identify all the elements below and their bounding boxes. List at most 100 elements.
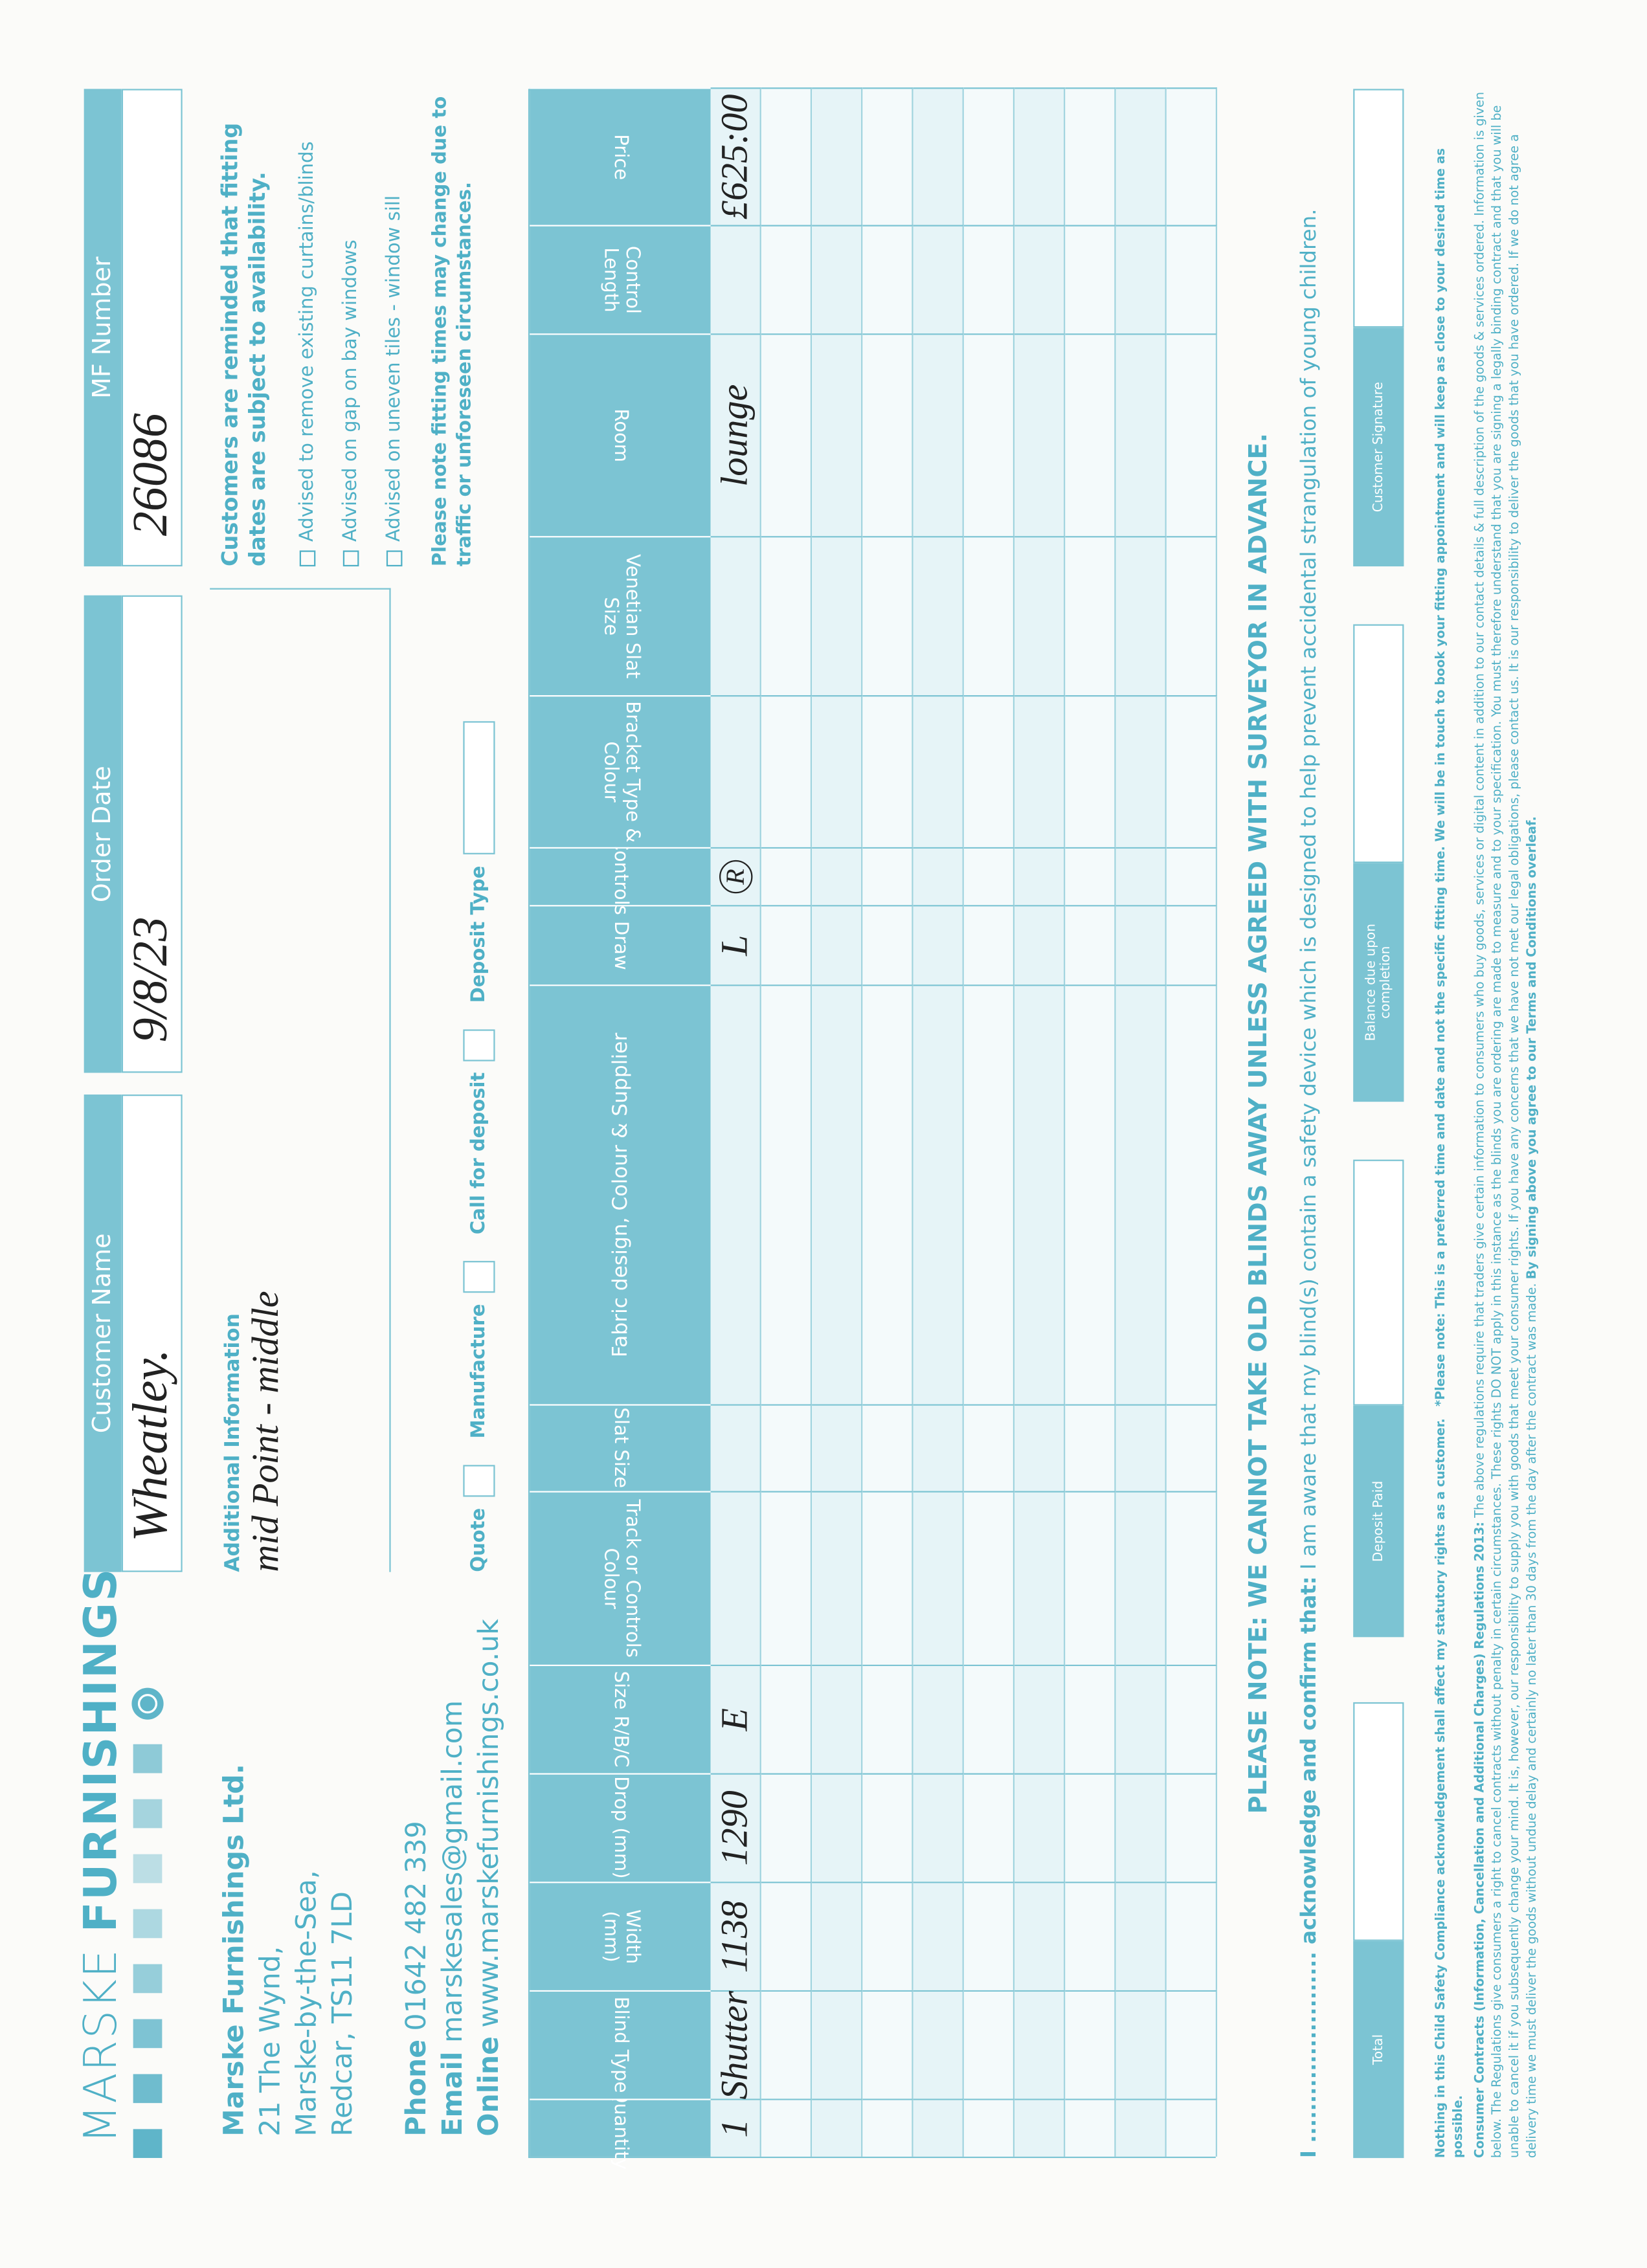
table-cell: lounge xyxy=(710,333,761,537)
table-cell xyxy=(1065,905,1116,985)
table-cell xyxy=(1014,333,1066,537)
field-label: Customer Name xyxy=(84,1095,122,1572)
handwritten-value: R xyxy=(718,860,752,894)
table-cell xyxy=(1065,536,1116,696)
table-cell xyxy=(812,333,863,537)
column-header: Slat Size xyxy=(530,1404,711,1491)
header-text: Width (mm) xyxy=(598,1909,642,1964)
table-cell xyxy=(761,1990,812,2099)
order-table: Quantity Blind Type Width (mm) Drop (mm) Siz… xyxy=(528,87,1218,2169)
field-value: 9/8/23 xyxy=(121,595,183,1073)
table-cell xyxy=(963,847,1015,906)
table-cell xyxy=(1014,905,1066,985)
table-cell xyxy=(1065,984,1116,1405)
table-cell xyxy=(963,1882,1015,1990)
table-cell xyxy=(1014,984,1066,1405)
table-cell xyxy=(761,87,812,225)
table-cell xyxy=(1166,225,1218,334)
table-cell xyxy=(963,333,1015,537)
table-cell xyxy=(1065,1664,1116,1773)
table-cell xyxy=(761,905,812,985)
table-cell xyxy=(1115,984,1167,1405)
table-cell xyxy=(862,2098,913,2157)
table-cell xyxy=(812,1773,863,1882)
table-cell xyxy=(1065,1404,1116,1491)
table-cell xyxy=(1166,536,1218,696)
company-name: Marske Furnishings Ltd. xyxy=(218,1764,251,2137)
handwritten-value: 1290 xyxy=(713,1790,756,1866)
table-cell xyxy=(963,1404,1015,1491)
table-cell xyxy=(963,1990,1015,2099)
handwritten-value: lounge xyxy=(713,384,756,487)
table-cell xyxy=(862,1773,913,1882)
table-cell xyxy=(812,847,863,906)
box-field xyxy=(1353,89,1404,328)
checkbox xyxy=(299,550,316,567)
handwritten-value: Shutter xyxy=(713,1990,756,2100)
table-cell xyxy=(913,1773,964,1882)
table-cell xyxy=(710,695,761,847)
table-cell xyxy=(1014,225,1066,334)
table-cell xyxy=(761,536,812,696)
header-text: Fabric design, Colour & Supplier xyxy=(609,1032,632,1358)
field-value: Wheatley. xyxy=(121,1095,183,1572)
table-cell xyxy=(1014,1404,1066,1491)
table-cell xyxy=(761,847,812,906)
table-cell xyxy=(1014,1773,1066,1882)
table-cell xyxy=(1115,333,1167,537)
box-label: Balance due upon completion xyxy=(1353,863,1404,1102)
table-cell xyxy=(761,2098,812,2157)
reminder: Customers are reminded that fitting date… xyxy=(217,122,271,567)
table-cell xyxy=(913,1664,964,1773)
table-cell xyxy=(1115,905,1167,985)
table-cell xyxy=(1166,905,1218,985)
box-label: Customer Signature xyxy=(1353,328,1404,567)
table-cell xyxy=(913,87,964,225)
option: Call for deposit xyxy=(463,1028,495,1235)
advised-text: Advised to remove existing curtains/blin… xyxy=(297,141,319,542)
acknowledge-lead: I ........................ acknowledge a… xyxy=(1298,1576,1322,2159)
table-cell xyxy=(963,225,1015,334)
brand-bold: FURNISHINGS xyxy=(75,1567,128,1933)
additional-value: mid Point - middle xyxy=(244,1291,287,1572)
table-cell xyxy=(913,1882,964,1990)
table-cell xyxy=(862,905,913,985)
table-cell xyxy=(1166,847,1218,906)
handwritten-value: L xyxy=(713,935,756,956)
table-cell xyxy=(1014,1664,1066,1773)
box-field xyxy=(1353,1159,1404,1406)
option-text: Call for deposit xyxy=(468,1072,490,1235)
table-cell xyxy=(1115,1491,1167,1665)
table-cell xyxy=(1065,87,1116,225)
table-cell xyxy=(1014,695,1066,847)
header-text: Drop (mm) xyxy=(609,1777,631,1880)
table-cell xyxy=(761,1491,812,1665)
table-cell xyxy=(1065,1990,1116,2099)
table-cell xyxy=(761,225,812,334)
table-cell xyxy=(1065,225,1116,334)
options-row: Quote Manufacture Call for deposit Deposit … xyxy=(463,573,495,1572)
table-cell xyxy=(963,1664,1015,1773)
table-cell xyxy=(862,1491,913,1665)
table-cell xyxy=(1166,2098,1218,2157)
table-cell: E xyxy=(710,1664,761,1773)
column-header: Size R/B/C xyxy=(530,1664,711,1773)
email: marskesales@gmail.com xyxy=(437,1700,469,2043)
table-cell xyxy=(913,1491,964,1665)
table-cell xyxy=(1115,2098,1167,2157)
table-cell xyxy=(963,2098,1015,2157)
header-text: Venetian Slat Size xyxy=(598,553,642,679)
column-header: Width (mm) xyxy=(530,1882,711,1990)
table-cell xyxy=(1166,1773,1218,1882)
table-cell xyxy=(1115,847,1167,906)
table-cell: 1138 xyxy=(710,1882,761,1990)
label: Email xyxy=(437,2051,469,2137)
table-cell xyxy=(1065,847,1116,906)
table-cell xyxy=(1014,1990,1066,2099)
handwritten-value: 1 xyxy=(713,2118,756,2138)
table-cell xyxy=(1166,333,1218,537)
additional-box: Additional Information mid Point - middl… xyxy=(210,588,391,1572)
table-cell xyxy=(1115,695,1167,847)
table-cell xyxy=(862,695,913,847)
advised-text: Advised on uneven tiles - window sill xyxy=(383,195,405,542)
